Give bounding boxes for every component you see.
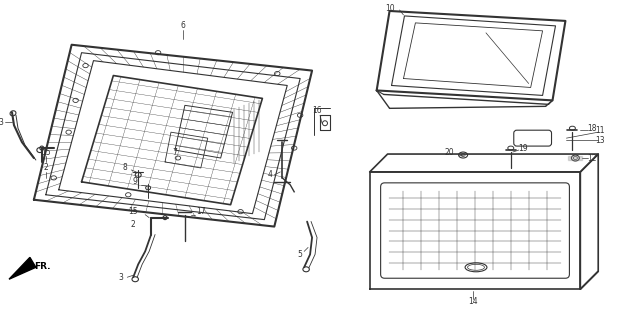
Polygon shape: [568, 156, 582, 160]
Text: 2: 2: [44, 164, 48, 172]
Text: 3: 3: [0, 118, 3, 127]
Text: 14: 14: [468, 297, 478, 306]
Text: 10: 10: [385, 4, 394, 13]
Text: 16: 16: [312, 106, 322, 115]
Text: 6: 6: [180, 21, 185, 30]
Text: 8: 8: [123, 164, 128, 172]
Text: 7: 7: [173, 148, 177, 156]
Text: 17: 17: [196, 207, 206, 216]
Text: 3: 3: [119, 273, 123, 282]
Polygon shape: [9, 257, 36, 279]
Text: 19: 19: [518, 144, 527, 153]
Text: 4: 4: [268, 171, 273, 180]
Text: 12: 12: [587, 154, 597, 163]
Text: 18: 18: [587, 124, 597, 133]
Text: 9: 9: [133, 177, 137, 186]
Text: 2: 2: [131, 220, 135, 229]
Text: 5: 5: [298, 250, 303, 259]
Text: 15: 15: [128, 207, 138, 216]
Text: 15: 15: [41, 148, 51, 156]
Text: FR.: FR.: [34, 262, 51, 271]
Text: 20: 20: [444, 148, 454, 156]
Text: 13: 13: [596, 136, 605, 145]
Text: 11: 11: [596, 126, 605, 135]
